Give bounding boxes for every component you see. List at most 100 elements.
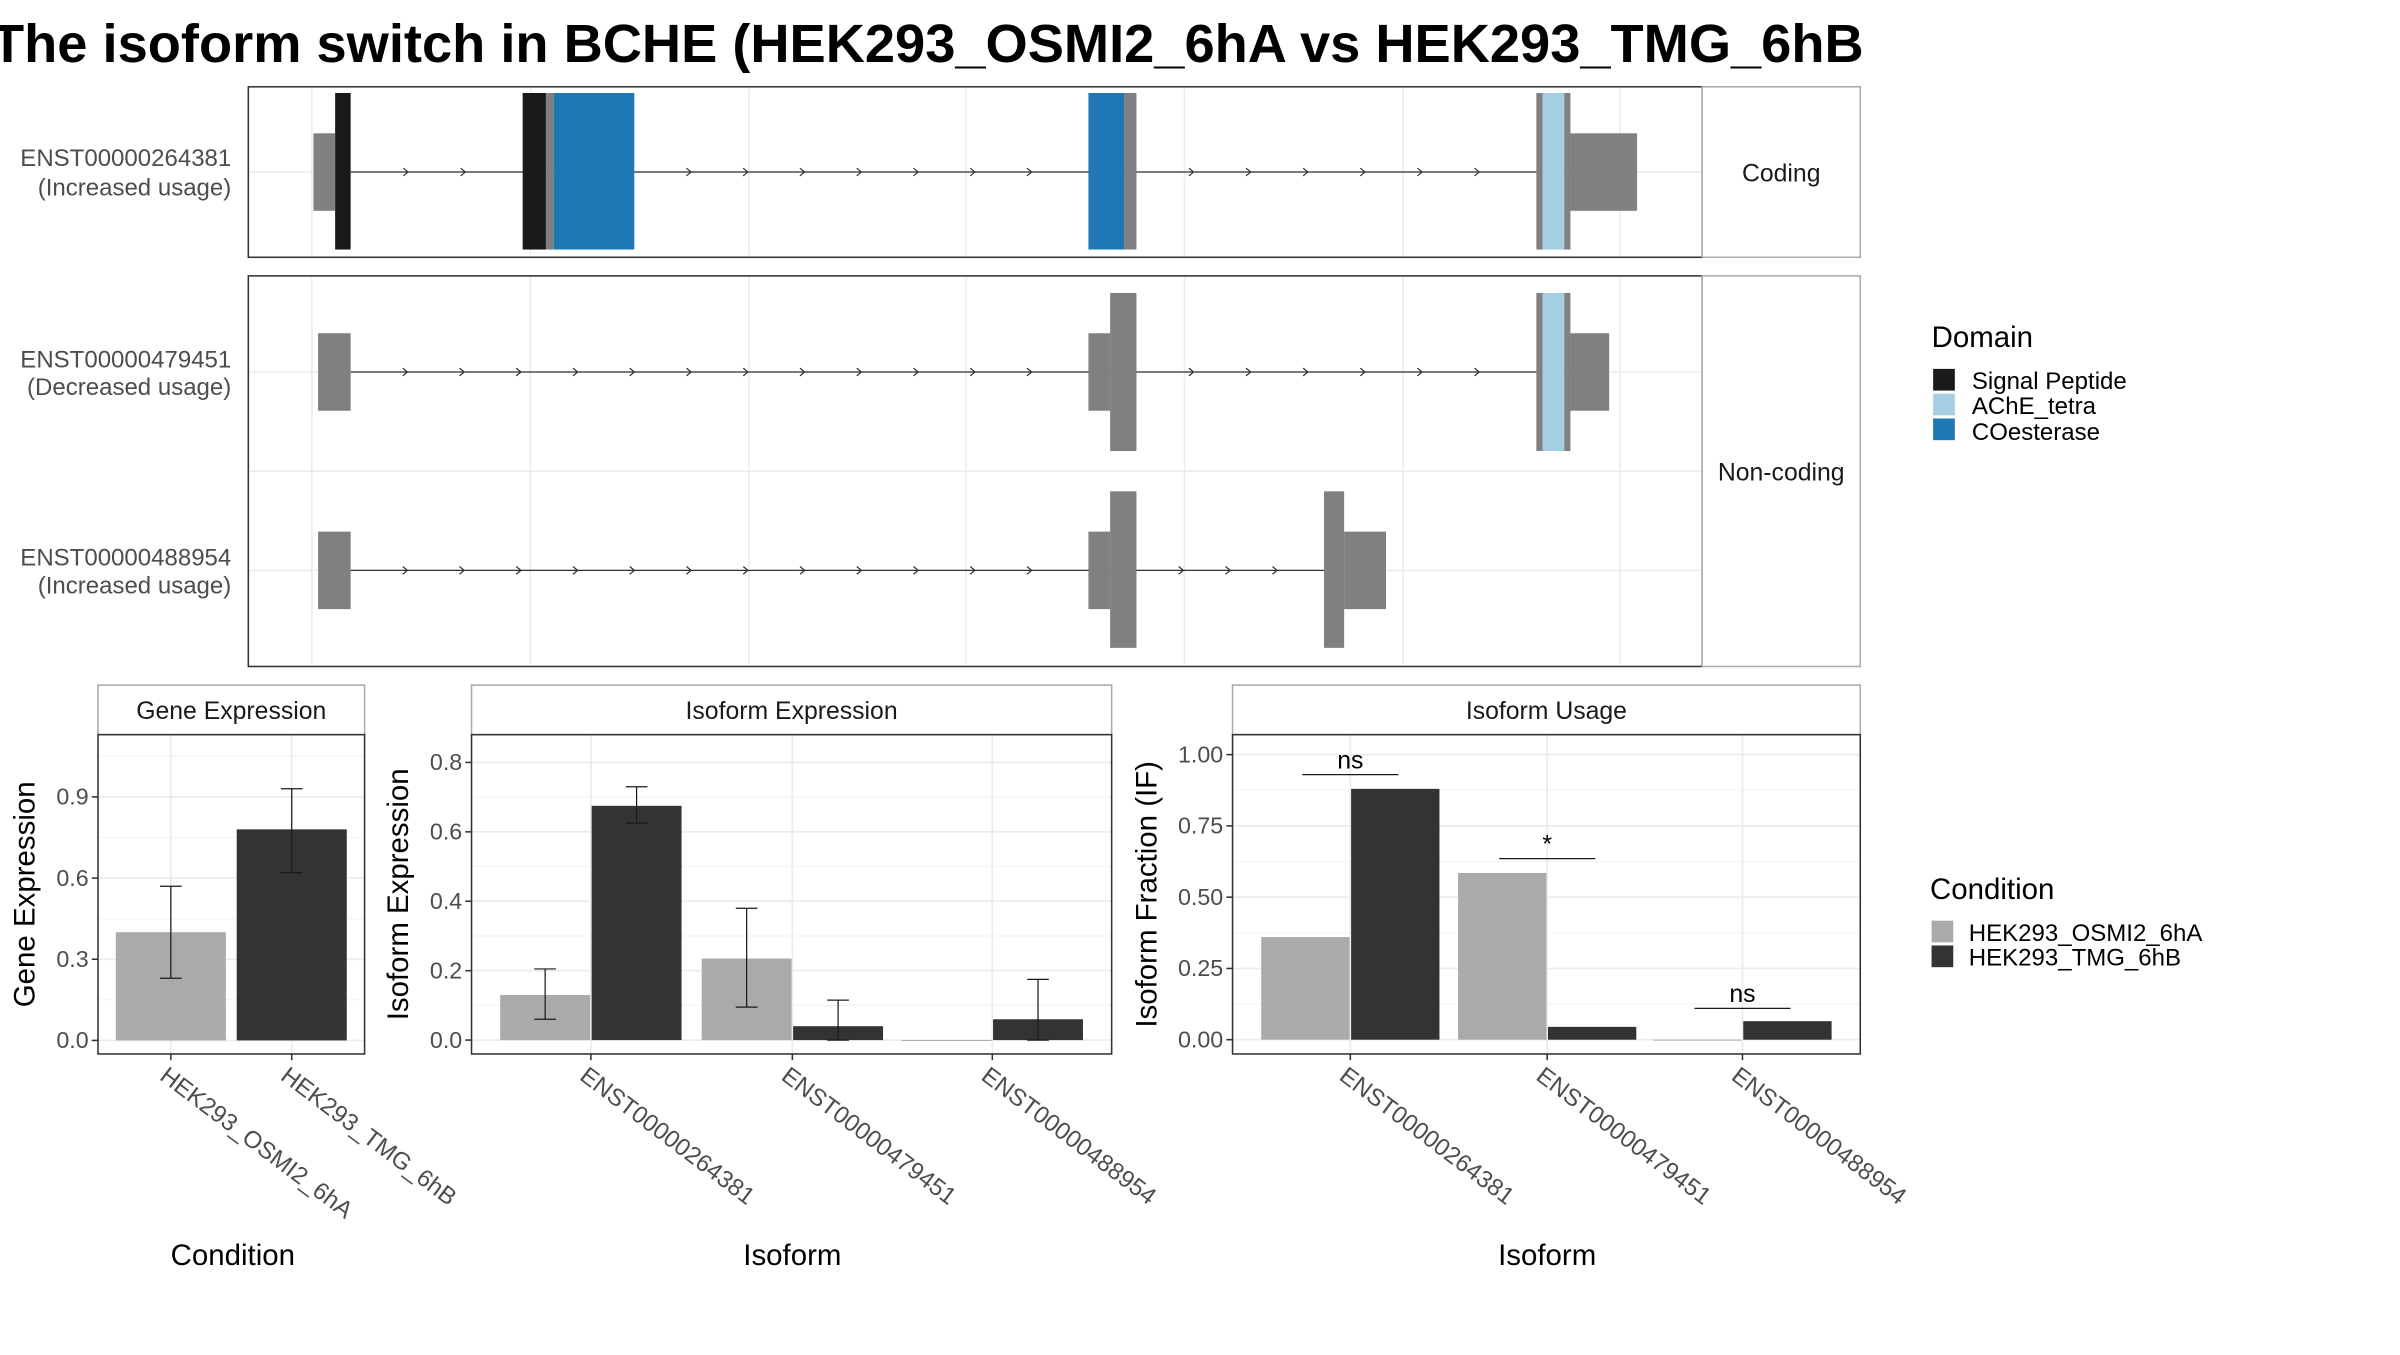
x-tick-label: ENST00000488954 [1726,1062,1911,1211]
legend-label-condition-b: HEK293_TMG_6hB [1969,945,2181,972]
legend-key-condition-b [1931,945,1954,968]
panel-strip-label: Isoform Expression [686,698,898,725]
intron-arrow [1272,566,1279,575]
x-tick-label: ENST00000488954 [976,1062,1161,1211]
intron-arrow [629,367,636,377]
coding-exon [1110,292,1137,452]
y-tick-label: 0.9 [56,784,88,810]
x-tick-label: ENST00000479451 [776,1062,961,1211]
transcript-1-usage: (Increased usage) [38,174,232,201]
utr-exon [1088,333,1111,411]
transcript-2-id: ENST00000479451 [20,346,231,373]
intron-arrow [1026,167,1033,177]
intron-arrow [1245,167,1252,177]
y-tick-label: 0.0 [56,1027,88,1053]
utr-exon [1344,531,1386,610]
bar [1458,872,1547,1040]
signal-peptide-exon [335,92,351,250]
intron-arrow [460,167,467,177]
coding-strip-label: Coding [1742,160,1821,187]
condition-legend: Condition HEK293_OSMI2_6hA HEK293_TMG_6h… [1930,873,2202,972]
intron-arrow [742,566,749,575]
panel-frame [97,733,366,1055]
bar [901,1040,992,1042]
intron-arrow [1225,566,1232,575]
intron-arrow [1302,367,1309,377]
intron-arrow [686,367,693,377]
intron-arrow [799,167,806,177]
y-tick-label: 0.2 [430,957,462,983]
coding-exon [1536,92,1543,250]
domain-legend-title: Domain [1932,321,2033,354]
legend-label-coesterase: COesterase [1972,419,2100,446]
utr-exon [1570,333,1610,411]
noncoding-strip [1701,275,1862,668]
intron-arrow [685,167,693,177]
intron-arrow [572,367,579,377]
legend-key-condition-a [1931,920,1954,943]
bar [1547,1026,1637,1040]
utr-exon [313,133,336,211]
legend-key-signal-peptide [1933,368,1955,391]
coding-exon [1564,292,1571,452]
intron-arrow [459,367,466,377]
intron-arrows [402,566,1279,575]
y-tick-label: 0.3 [56,946,88,972]
intron-arrow [402,167,409,177]
x-tick-label: HEK293_OSMI2_6hA [155,1062,358,1224]
coding-exon [1564,92,1571,250]
utr-exon [1088,531,1111,610]
intron-arrow [799,566,806,575]
utr-exon [1570,133,1638,211]
intron-arrow [913,167,920,177]
coding-strip [1701,86,1862,259]
significance-label: ns [1729,981,1755,1008]
legend-label-ache-tetra: AChE_tetra [1972,393,2097,420]
y-axis-title: Isoform Expression [382,768,415,1020]
intron-arrow [856,367,863,377]
noncoding-panel: Non-coding [247,275,1862,668]
intron-arrow [799,367,806,377]
panel-gene-expression: Gene Expression 0.0 0.3 0.6 0.9 HEK293_OSMI2_… [8,684,461,1272]
intron-arrow [742,167,749,177]
intron-arrow [1474,167,1481,177]
intron-arrow [515,566,522,575]
coding-exon [1124,92,1137,250]
y-tick-label: 0.4 [430,888,462,914]
intron-arrow [515,367,522,377]
y-tick-label: 0.6 [56,865,88,891]
bar [1351,788,1440,1040]
panel-strip-label: Isoform Usage [1466,698,1627,725]
x-tick-label: ENST00000479451 [1531,1062,1716,1211]
transcript-3-usage: (Increased usage) [38,573,232,600]
legend-key-ache-tetra [1933,393,1955,416]
intron-arrow [629,566,636,575]
intron-arrow [1026,367,1033,377]
intron-arrow [1359,367,1366,377]
bar [1653,1039,1742,1041]
condition-legend-title: Condition [1930,873,2054,906]
intron-arrow [402,566,409,575]
x-tick-label: ENST00000264381 [1334,1062,1519,1211]
coding-exon [545,92,554,250]
intron-arrow [1188,367,1195,377]
y-axis-title: Gene Expression [8,781,41,1007]
intron-arrows [402,167,1481,177]
coding-exon [1323,491,1345,648]
intron-arrow [1245,367,1252,377]
utr-exon [318,333,351,411]
signal-peptide-exon [522,92,546,250]
y-tick-label: 0.6 [430,819,462,845]
intron-arrow [969,367,976,377]
y-axis-title: Isoform Fraction (IF) [1131,761,1164,1028]
intron-arrow [1474,367,1481,377]
intron-arrow [913,367,920,377]
panel-frame [1231,733,1862,1055]
ache-tetra-exon [1542,92,1565,250]
y-tick-label: 0.25 [1178,955,1223,981]
significance-label: ns [1337,747,1363,774]
x-axis-title: Isoform [1498,1239,1596,1272]
intron-arrows [402,367,1481,377]
